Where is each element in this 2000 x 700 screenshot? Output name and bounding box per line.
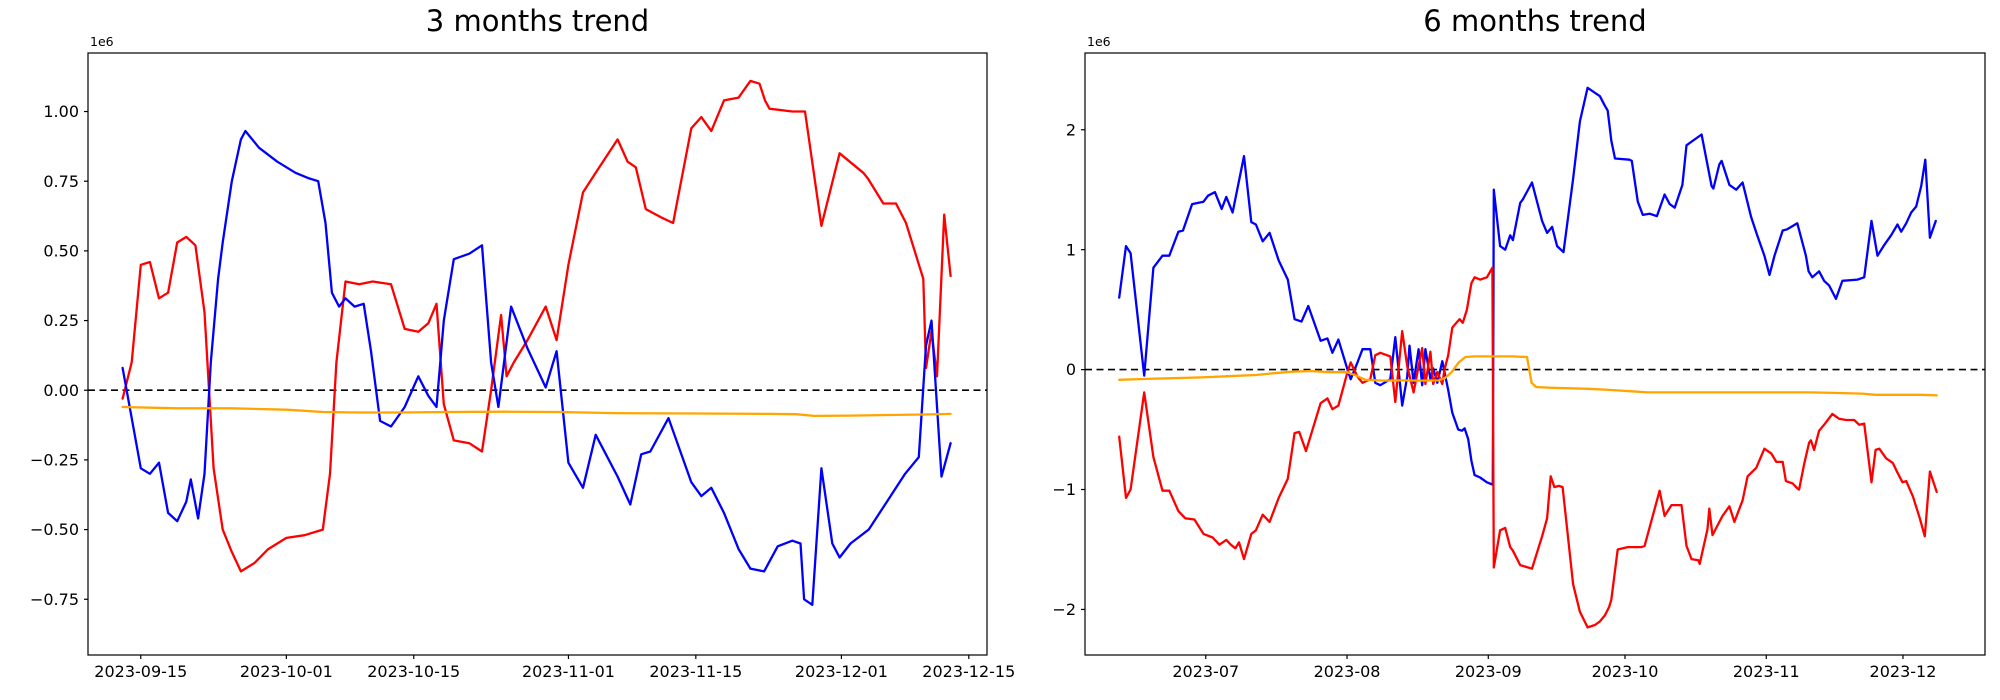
- y-tick-label: −0.75: [30, 590, 79, 609]
- x-tick-label: 2023-11-15: [649, 662, 742, 681]
- x-tick-label: 2023-09-15: [94, 662, 187, 681]
- y-tick-label: −2: [1052, 600, 1076, 619]
- y-tick-label: 1: [1066, 240, 1076, 259]
- left-chart-blue-series: [121, 129, 952, 606]
- x-tick-label: 2023-11-01: [522, 662, 615, 681]
- x-tick-label: 2023-07: [1172, 662, 1239, 681]
- x-tick-label: 2023-10: [1592, 662, 1659, 681]
- x-tick-label: 2023-12-15: [922, 662, 1015, 681]
- right-chart-red-series: [1118, 266, 1938, 629]
- axes-frame: [1084, 52, 1986, 656]
- x-tick-label: 2023-10-15: [367, 662, 460, 681]
- x-tick-label: 2023-12: [1870, 662, 1937, 681]
- y-tick-label: 0: [1066, 360, 1076, 379]
- left-chart-red-series: [121, 79, 952, 573]
- y-tick-label: 1.00: [43, 102, 79, 121]
- right-chart-title: 6 months trend: [1423, 4, 1647, 38]
- x-tick-label: 2023-10-01: [240, 662, 333, 681]
- y-axis-offset-label: 1e6: [90, 34, 114, 49]
- left-chart-title: 3 months trend: [425, 4, 650, 38]
- y-tick-label: 0.50: [43, 241, 79, 260]
- y-tick-label: −0.50: [30, 520, 79, 539]
- y-tick-label: 2: [1066, 120, 1076, 139]
- y-axis-offset-label: 1e6: [1087, 34, 1111, 49]
- right-chart-orange-series: [1118, 355, 1938, 397]
- x-tick-label: 2023-12-01: [795, 662, 888, 681]
- right-chart-blue-series: [1118, 86, 1937, 486]
- y-tick-label: −1: [1052, 480, 1076, 499]
- x-tick-label: 2023-08: [1314, 662, 1381, 681]
- y-tick-label: −0.25: [30, 451, 79, 470]
- y-tick-label: 0.75: [43, 172, 79, 191]
- y-tick-label: 0.25: [43, 311, 79, 330]
- x-tick-label: 2023-09: [1455, 662, 1522, 681]
- y-tick-label: 0.00: [43, 381, 79, 400]
- x-tick-label: 2023-11: [1733, 662, 1800, 681]
- axes-frame: [87, 52, 988, 656]
- left-chart-orange-series: [121, 405, 952, 418]
